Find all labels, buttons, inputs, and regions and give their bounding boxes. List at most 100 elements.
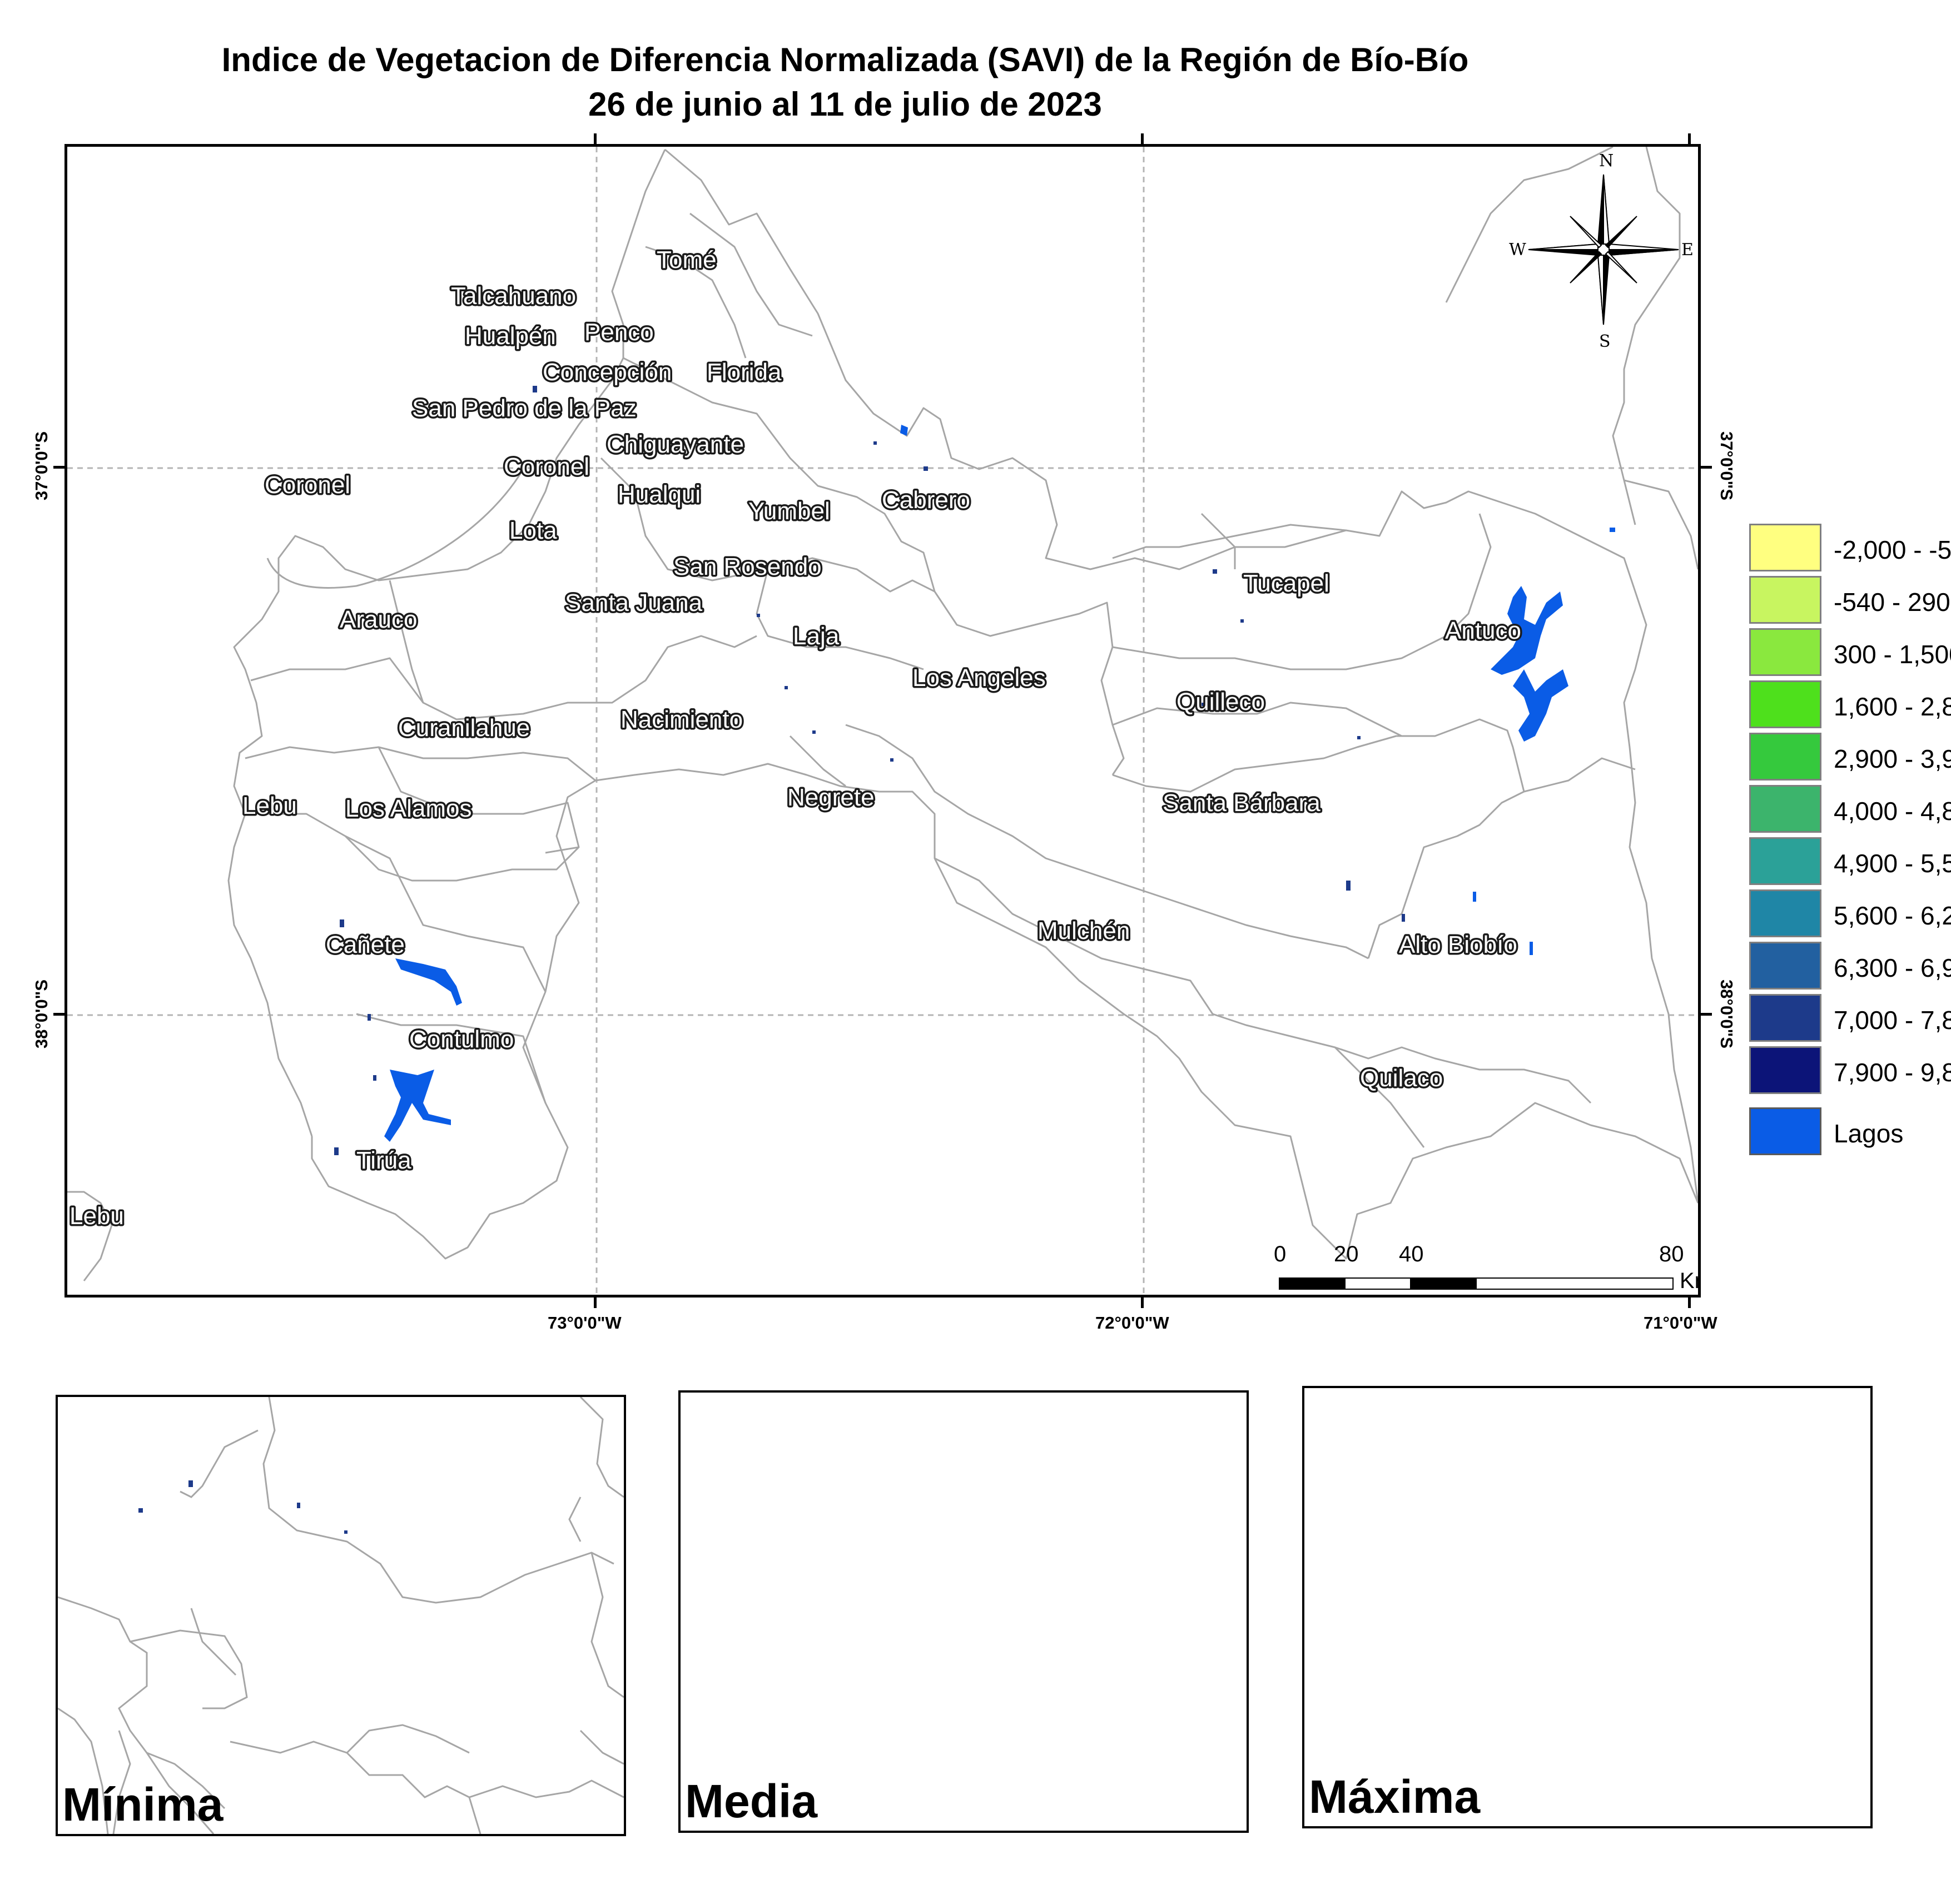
scale-label-0: 0 bbox=[1274, 1242, 1287, 1266]
legend-label: 2,900 - 3,900 bbox=[1834, 744, 1951, 773]
map-title: Indice de Vegetacion de Diferencia Norma… bbox=[221, 41, 1469, 78]
legend-label: 1,600 - 2,800 bbox=[1834, 692, 1951, 721]
legend-item: 6,300 - 6,900 bbox=[1749, 941, 1951, 991]
legend-label: 7,900 - 9,800 bbox=[1834, 1058, 1951, 1087]
label-penco: Penco bbox=[584, 319, 654, 346]
label-quilaco: Quilaco bbox=[1360, 1065, 1443, 1092]
label-alto-biobio: Alto Biobío bbox=[1399, 931, 1517, 958]
inset-maximum-label: Máxima bbox=[1309, 1771, 1481, 1823]
bottom-tick-73w bbox=[594, 1297, 597, 1308]
scale-bar bbox=[1279, 1277, 1674, 1290]
legend-swatch bbox=[1749, 733, 1821, 781]
legend-swatch bbox=[1749, 785, 1821, 833]
label-quilleco: Quilleco bbox=[1176, 688, 1265, 715]
right-tick-38s bbox=[1701, 1013, 1712, 1016]
bottom-tick-72w bbox=[1141, 1297, 1144, 1308]
scale-unit: Km bbox=[1680, 1269, 1698, 1293]
label-talcahuano: Talcahuano bbox=[451, 282, 576, 310]
left-tick-37s bbox=[53, 466, 64, 469]
lat-label-right-37s: 37°0'0"S bbox=[1717, 431, 1736, 501]
svg-text:W: W bbox=[1509, 240, 1526, 260]
main-map-svg: Tomé Talcahuano Penco Hualpén Concepción… bbox=[67, 147, 1698, 1295]
label-los-angeles: Los Angeles bbox=[912, 664, 1046, 692]
right-tick-37s bbox=[1701, 466, 1712, 469]
legend-swatch bbox=[1749, 1107, 1821, 1155]
inset-minimum-label: Mínima bbox=[62, 1778, 224, 1831]
label-concepcion: Concepción bbox=[543, 359, 672, 386]
inset-minimum[interactable]: Mínima bbox=[56, 1395, 626, 1836]
label-coronel-west: Coronel bbox=[265, 471, 350, 499]
label-coronel: Coronel bbox=[504, 453, 589, 480]
left-tick-38s bbox=[53, 1013, 64, 1016]
label-lebu-island: Lebu bbox=[69, 1202, 124, 1230]
legend-swatch bbox=[1749, 680, 1821, 728]
svg-text:N: N bbox=[1599, 151, 1614, 171]
lon-label-73w: 73°0'0"W bbox=[548, 1313, 622, 1333]
top-tick-71w bbox=[1688, 133, 1691, 145]
label-canete: Cañete bbox=[326, 931, 405, 958]
legend-label: 4,900 - 5,500 bbox=[1834, 849, 1951, 878]
scale-label-80: 80 bbox=[1659, 1242, 1684, 1266]
inset-minimum-svg bbox=[58, 1397, 624, 1834]
lakes bbox=[384, 425, 1615, 1142]
label-chiguayante: Chiguayante bbox=[607, 431, 744, 458]
label-curanilahue: Curanilahue bbox=[398, 714, 530, 742]
legend-item: 2,900 - 3,900 bbox=[1749, 732, 1951, 782]
inset-mean[interactable]: Media bbox=[678, 1390, 1249, 1833]
inset-mean-label: Media bbox=[685, 1775, 818, 1827]
legend-item: -2,000 - -550 bbox=[1749, 523, 1951, 573]
legend-item: 5,600 - 6,200 bbox=[1749, 888, 1951, 938]
label-tucapel: Tucapel bbox=[1243, 570, 1329, 597]
label-los-alamos: Los Alamos bbox=[345, 795, 471, 822]
svg-text:E: E bbox=[1681, 240, 1694, 260]
legend-item: 4,000 - 4,800 bbox=[1749, 784, 1951, 834]
legend-label: -2,000 - -550 bbox=[1834, 535, 1951, 564]
commune-borders bbox=[67, 147, 1698, 1281]
legend-label: 4,000 - 4,800 bbox=[1834, 797, 1951, 826]
scale-label-40: 40 bbox=[1399, 1242, 1424, 1266]
legend-swatch bbox=[1749, 994, 1821, 1042]
bottom-tick-71w bbox=[1688, 1297, 1691, 1308]
inset-minimum-waterbodies bbox=[138, 1480, 347, 1534]
legend-label: 300 - 1,500 bbox=[1834, 640, 1951, 669]
main-map[interactable]: Tomé Talcahuano Penco Hualpén Concepción… bbox=[64, 144, 1701, 1297]
small-waterbodies bbox=[334, 386, 1405, 1155]
label-laja: Laja bbox=[793, 623, 840, 650]
label-san-pedro-de-la-paz: San Pedro de la Paz bbox=[412, 395, 637, 422]
legend-swatch bbox=[1749, 889, 1821, 937]
legend-item: Lagos bbox=[1749, 1106, 1951, 1156]
lat-label-left-38s: 38°0'0"S bbox=[32, 979, 51, 1049]
label-san-rosendo: San Rosendo bbox=[673, 553, 822, 580]
label-contulmo: Contulmo bbox=[409, 1026, 514, 1053]
label-negrete: Negrete bbox=[787, 784, 875, 811]
legend-label: Lagos bbox=[1834, 1119, 1904, 1148]
legend-swatch bbox=[1749, 837, 1821, 885]
legend-item: -540 - 290 bbox=[1749, 575, 1951, 625]
inset-maximum[interactable]: Máxima bbox=[1302, 1386, 1873, 1828]
label-antuco: Antuco bbox=[1445, 617, 1521, 644]
label-nacimiento: Nacimiento bbox=[620, 706, 743, 733]
label-lebu: Lebu bbox=[242, 792, 297, 819]
legend-item: 1,600 - 2,800 bbox=[1749, 679, 1951, 729]
legend-item: 7,900 - 9,800 bbox=[1749, 1045, 1951, 1095]
scale-label-20: 20 bbox=[1334, 1242, 1359, 1266]
svg-text:S: S bbox=[1599, 332, 1611, 351]
legend-label: 6,300 - 6,900 bbox=[1834, 953, 1951, 982]
lon-label-72w: 72°0'0"W bbox=[1095, 1313, 1169, 1333]
label-cabrero: Cabrero bbox=[882, 486, 970, 514]
label-santa-juana: Santa Juana bbox=[565, 589, 703, 617]
lat-label-right-38s: 38°0'0"S bbox=[1717, 979, 1736, 1049]
lat-label-left-37s: 37°0'0"S bbox=[32, 431, 51, 501]
legend-item: 300 - 1,500 bbox=[1749, 627, 1951, 677]
top-tick-73w bbox=[594, 133, 597, 145]
map-subtitle: 26 de junio al 11 de julio de 2023 bbox=[588, 86, 1102, 123]
arauco-bay-coast bbox=[266, 469, 524, 589]
label-santa-barbara: Santa Bárbara bbox=[1163, 789, 1320, 817]
north-arrow-icon: N S E W bbox=[1509, 151, 1694, 351]
legend-swatch bbox=[1749, 524, 1821, 571]
label-tirua: Tirúa bbox=[356, 1147, 411, 1174]
commune-labels: Tomé Talcahuano Penco Hualpén Concepción… bbox=[68, 245, 1523, 1232]
legend-swatch bbox=[1749, 942, 1821, 990]
legend-swatch bbox=[1749, 1046, 1821, 1094]
legend-swatch bbox=[1749, 628, 1821, 676]
